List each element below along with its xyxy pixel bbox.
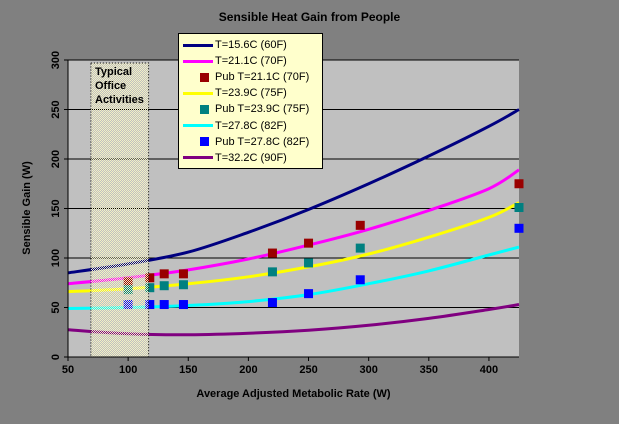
square-marker-swatch-icon <box>179 69 215 85</box>
annotation-band-label: Typical Office Activities <box>95 66 144 106</box>
y-tick-label: 50 <box>50 301 62 313</box>
x-tick-label: 200 <box>239 364 257 376</box>
legend-label: Pub T=27.8C (82F) <box>215 135 310 148</box>
scatter-marker <box>145 273 155 283</box>
y-axis-title: Sensible Gain (W) <box>21 161 33 255</box>
scatter-marker <box>267 298 277 308</box>
legend-item: Pub T=23.9C (75F) <box>179 101 322 117</box>
line-swatch-icon <box>179 117 215 133</box>
line-swatch-icon <box>179 85 215 101</box>
x-tick-label: 100 <box>119 364 137 376</box>
scatter-marker <box>514 179 524 189</box>
x-tick-label: 250 <box>299 364 317 376</box>
x-tick-label: 150 <box>179 364 197 376</box>
legend-item: T=27.8C (82F) <box>179 117 322 133</box>
scatter-marker <box>514 223 524 233</box>
y-tick-label: 300 <box>50 51 62 69</box>
y-tick-label: 150 <box>50 199 62 217</box>
scatter-marker <box>178 269 188 279</box>
x-tick-label: 50 <box>62 364 74 376</box>
legend-item: T=21.1C (70F) <box>179 53 322 69</box>
scatter-marker <box>159 300 169 310</box>
scatter-marker <box>145 300 155 310</box>
chart-title: Sensible Heat Gain from People <box>218 10 401 24</box>
scatter-marker <box>304 289 314 299</box>
x-tick-label: 350 <box>420 364 438 376</box>
legend-label: T=32.2C (90F) <box>215 151 287 164</box>
x-axis-title: Average Adjusted Metabolic Rate (W) <box>196 388 391 400</box>
line-swatch-icon <box>179 37 215 53</box>
legend-item: Pub T=27.8C (82F) <box>179 134 322 150</box>
legend-label: T=15.6C (60F) <box>215 39 287 52</box>
x-tick-label: 300 <box>359 364 377 376</box>
legend-box: T=15.6C (60F) T=21.1C (70F) Pub T=21.1C … <box>178 33 323 169</box>
annotation-band-border <box>90 62 150 358</box>
scatter-marker <box>267 267 277 277</box>
series-line <box>67 108 520 275</box>
line-swatch-icon <box>179 150 215 166</box>
legend-label: T=27.8C (82F) <box>215 119 287 132</box>
scatter-marker <box>355 275 365 285</box>
legend-item: Pub T=21.1C (70F) <box>179 69 322 85</box>
scatter-marker <box>178 300 188 310</box>
y-tick-label: 0 <box>50 354 62 360</box>
y-tick-label: 200 <box>50 150 62 168</box>
scatter-marker <box>355 243 365 253</box>
scatter-marker <box>159 281 169 291</box>
scatter-marker <box>145 283 155 293</box>
square-marker-swatch-icon <box>179 101 215 117</box>
y-tick-label: 250 <box>50 100 62 118</box>
scatter-marker <box>514 203 524 213</box>
legend-label: Pub T=23.9C (75F) <box>215 103 310 116</box>
legend-item: T=15.6C (60F) <box>179 37 322 53</box>
annotation-band <box>90 63 149 357</box>
scatter-marker <box>355 220 365 230</box>
scatter-marker <box>304 258 314 268</box>
legend-label: Pub T=21.1C (70F) <box>215 71 310 84</box>
square-marker-swatch-icon <box>179 134 215 150</box>
x-tick-label: 400 <box>480 364 498 376</box>
line-swatch-icon <box>179 53 215 69</box>
y-tick-label: 100 <box>50 249 62 267</box>
legend-label: T=21.1C (70F) <box>215 55 287 68</box>
legend-label: T=23.9C (75F) <box>215 87 287 100</box>
legend-item: T=32.2C (90F) <box>179 150 322 166</box>
scatter-marker <box>159 269 169 279</box>
legend-item: T=23.9C (75F) <box>179 85 322 101</box>
scatter-marker <box>267 248 277 258</box>
scatter-marker <box>304 238 314 248</box>
scatter-marker <box>178 280 188 290</box>
